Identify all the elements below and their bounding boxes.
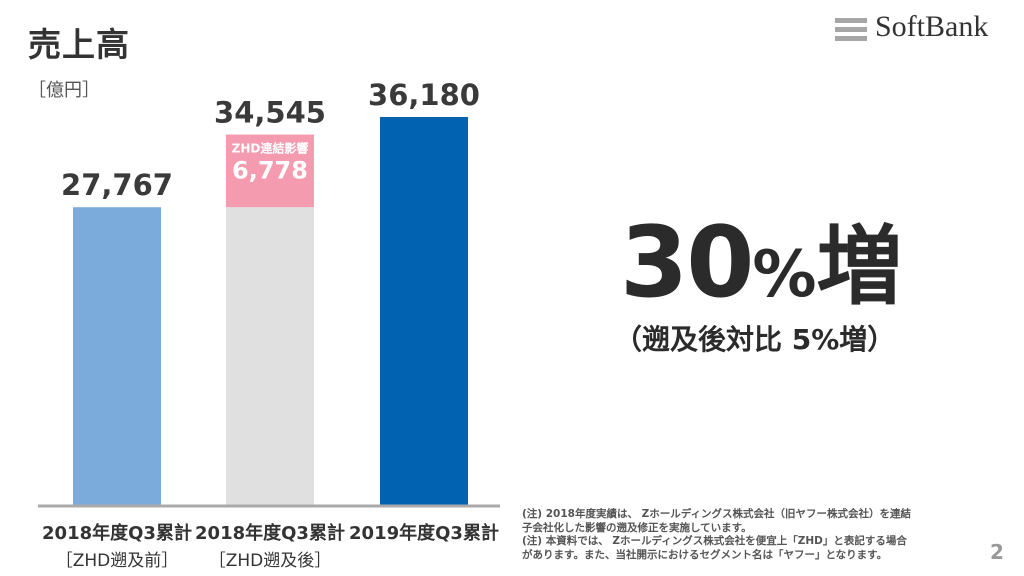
growth-subtext: （遡及後対比 5%増） — [614, 323, 896, 356]
footnote-line: (注) 本資料では、 Zホールディングス株式会社を便宜上「ZHD」と表記する場合 — [522, 535, 907, 547]
logo-bars-icon — [835, 18, 867, 45]
bar-segment — [380, 117, 468, 505]
page-title: 売上高 — [28, 25, 130, 64]
logo-text: SoftBank — [875, 10, 989, 43]
bar-segment — [73, 207, 161, 505]
footnote-line: があります。また、当社開示におけるセグメント名は「ヤフー」となります。 — [522, 548, 888, 561]
footnote-line: 子会社化した影響の遡及修正を実施しています。 — [522, 521, 752, 534]
bar-segment — [226, 207, 314, 505]
segment-label: ZHD連結影響 — [232, 141, 309, 156]
growth-suffix: 増 — [816, 217, 903, 317]
bar-value-label: 34,545 — [214, 96, 326, 130]
category-sublabel: ［ZHD遡及前］ — [56, 551, 179, 571]
footnote-line: (注) 2018年度実績は、 Zホールディングス株式会社（旧ヤフー株式会社）を連… — [522, 508, 912, 520]
growth-number: 30 — [620, 206, 754, 320]
footnotes: (注) 2018年度実績は、 Zホールディングス株式会社（旧ヤフー株式会社）を連… — [522, 508, 992, 562]
category-label: 2018年度Q3累計 — [42, 522, 192, 544]
page-number: 2 — [990, 540, 1004, 564]
category-label: 2019年度Q3累計 — [349, 522, 499, 544]
growth-percent-sign: % — [752, 238, 817, 312]
growth-highlight: 30%増 — [620, 196, 950, 321]
category-sublabel: ［ZHD遡及後］ — [209, 551, 332, 571]
unit-label: ［億円］ — [28, 80, 100, 101]
category-label: 2018年度Q3累計 — [195, 522, 345, 544]
bar-segment — [226, 134, 314, 208]
bar-value-label: 36,180 — [368, 78, 480, 112]
bar-value-label: 27,767 — [61, 168, 173, 202]
segment-value-label: 6,778 — [232, 157, 308, 185]
